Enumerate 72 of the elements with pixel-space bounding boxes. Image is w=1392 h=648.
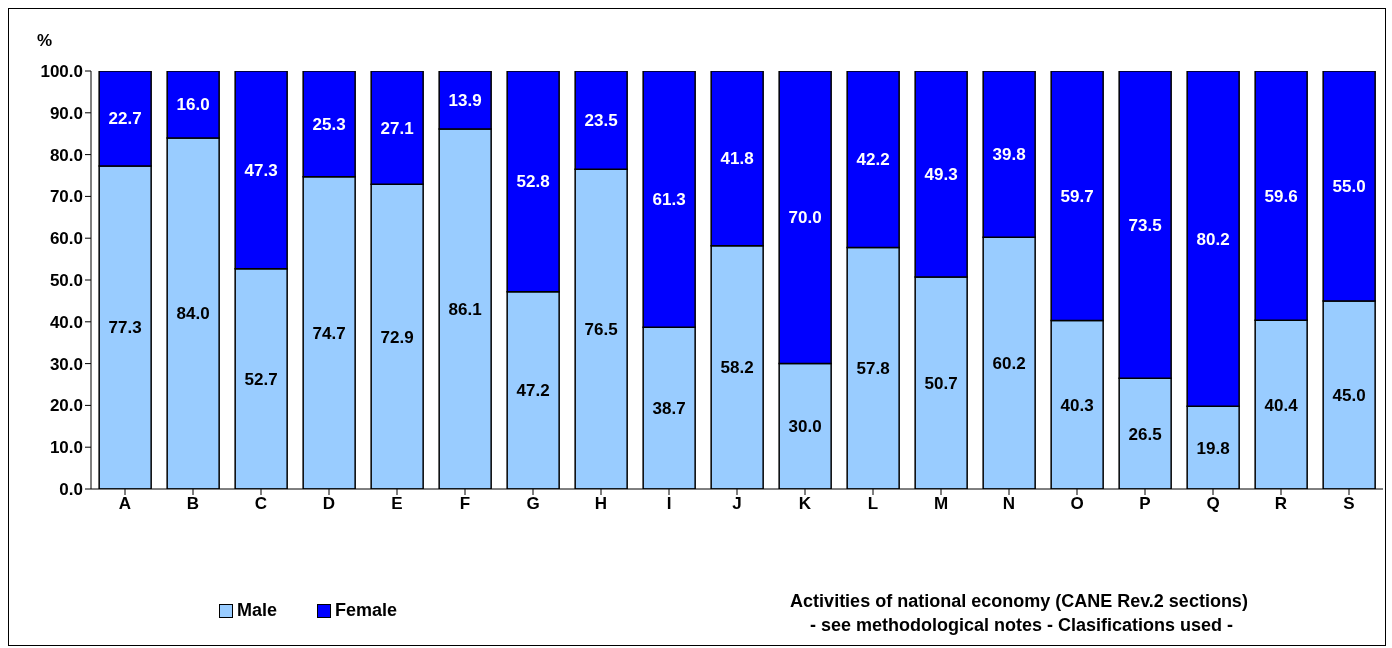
legend-label: Male xyxy=(237,600,278,621)
data-label: 86.1 xyxy=(448,300,482,319)
data-label: 77.3 xyxy=(108,318,142,338)
data-label: 45.0 xyxy=(1332,385,1366,405)
data-label: 30.0 xyxy=(788,417,822,437)
y-tick-label: 90.0 xyxy=(49,103,83,123)
y-tick-label: 80.0 xyxy=(49,145,83,165)
y-axis-title: % xyxy=(37,31,53,51)
y-tick-label: 70.0 xyxy=(49,187,83,207)
data-label: 50.7 xyxy=(924,373,958,393)
y-tick-label: 40.0 xyxy=(49,312,83,332)
x-tick-label: F xyxy=(459,494,471,514)
data-label: 40.4 xyxy=(1264,395,1299,415)
x-tick-label: A xyxy=(118,494,132,514)
data-label: 84.0 xyxy=(176,304,210,324)
legend-label: Female xyxy=(335,600,398,621)
x-tick-label: G xyxy=(526,494,540,514)
data-label: 39.8 xyxy=(992,145,1026,165)
data-label: 73.5 xyxy=(1128,215,1162,235)
data-label: 40.3 xyxy=(1060,395,1094,415)
x-tick-label: E xyxy=(391,494,403,514)
data-label: 74.7 xyxy=(312,323,346,343)
data-label: 23.5 xyxy=(584,111,618,131)
x-tick-label: K xyxy=(798,494,812,514)
data-label: 55.0 xyxy=(1332,176,1366,196)
data-label: 61.3 xyxy=(652,190,686,210)
data-label: 76.5 xyxy=(584,320,618,340)
x-tick-label: S xyxy=(1343,494,1355,514)
data-label: 70.0 xyxy=(788,208,822,228)
data-label: 41.8 xyxy=(720,149,754,169)
data-label: 52.7 xyxy=(244,369,278,389)
y-tick-label: 20.0 xyxy=(49,396,83,416)
x-tick-label: I xyxy=(666,494,672,514)
x-axis-title: Activities of national economy (CANE Rev.2 sections) - see methodological notes - Clasifications used - xyxy=(789,590,1249,637)
data-label: 16.0 xyxy=(176,95,210,115)
data-label: 19.8 xyxy=(1196,438,1230,458)
x-tick-label: N xyxy=(1002,494,1016,514)
data-label: 25.3 xyxy=(312,114,346,134)
data-label: 72.9 xyxy=(380,327,414,347)
data-label: 59.7 xyxy=(1060,186,1094,206)
data-label: 47.2 xyxy=(516,381,550,401)
y-tick-label: 60.0 xyxy=(49,229,83,249)
y-tick-label: 0.0 xyxy=(59,480,83,500)
data-label: 47.3 xyxy=(244,160,278,180)
x-tick-label: R xyxy=(1274,494,1288,514)
data-label: 49.3 xyxy=(924,164,958,184)
data-label: 26.5 xyxy=(1128,424,1162,444)
data-label: 60.2 xyxy=(992,354,1026,374)
data-label: 52.8 xyxy=(516,172,550,192)
x-tick-label: H xyxy=(594,494,608,514)
x-tick-label: J xyxy=(732,494,742,514)
y-tick-label: 10.0 xyxy=(49,438,83,458)
y-tick-label: 100.0 xyxy=(40,62,83,82)
data-label: 42.2 xyxy=(856,150,890,170)
x-tick-label: Q xyxy=(1206,494,1220,514)
y-tick-label: 30.0 xyxy=(49,354,83,374)
x-tick-label: L xyxy=(867,494,879,514)
x-tick-label: B xyxy=(186,494,200,514)
data-label: 22.7 xyxy=(108,109,142,129)
data-label: 13.9 xyxy=(448,91,482,110)
x-tick-label: D xyxy=(322,494,336,514)
data-label: 57.8 xyxy=(856,359,890,379)
data-label: 59.6 xyxy=(1264,186,1298,206)
x-tick-label: C xyxy=(254,494,268,514)
data-label: 58.2 xyxy=(720,358,754,378)
x-tick-label: O xyxy=(1070,494,1084,514)
x-tick-label: M xyxy=(933,494,949,514)
data-label: 38.7 xyxy=(652,399,686,419)
x-tick-label: P xyxy=(1139,494,1151,514)
data-label: 27.1 xyxy=(380,118,414,138)
y-tick-label: 50.0 xyxy=(49,271,83,291)
data-label: 80.2 xyxy=(1196,229,1230,249)
